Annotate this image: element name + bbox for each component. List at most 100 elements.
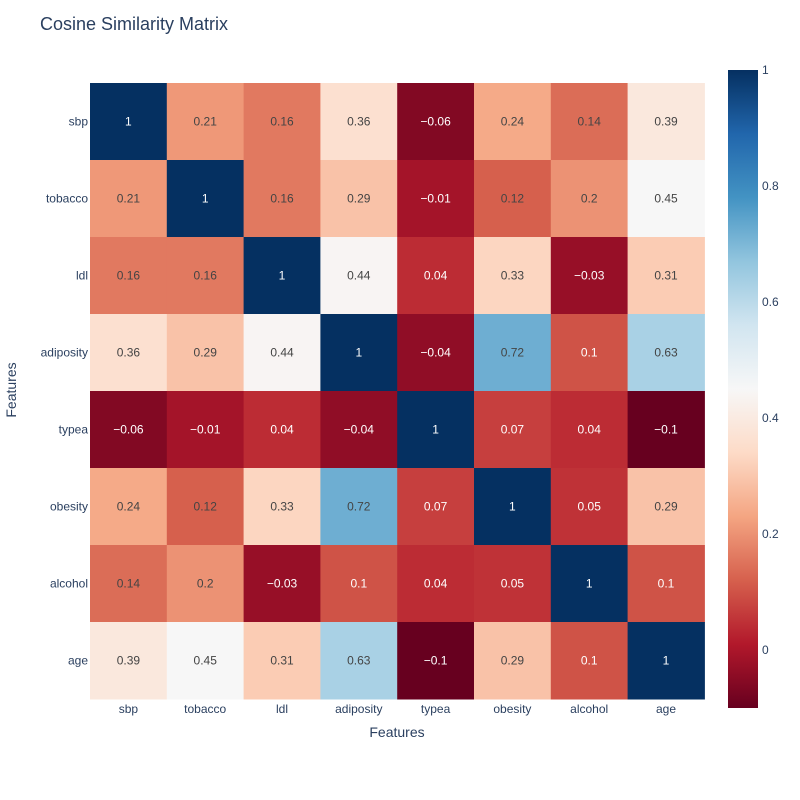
cell-value-label: 0.72 [501, 346, 525, 360]
x-tick-label: tobacco [184, 702, 226, 716]
cell-value-label: 0.04 [578, 423, 602, 437]
heatmap-cell [320, 622, 398, 700]
heatmap-cell [243, 237, 321, 315]
heatmap-cell [397, 622, 475, 700]
cell-value-label: 0.04 [424, 269, 448, 283]
heatmap-cell [397, 314, 475, 392]
heatmap-cell [243, 83, 321, 161]
heatmap-cell [166, 160, 245, 238]
cell-value-label: 0.12 [194, 500, 218, 514]
colorbar-tick-label: 0.8 [762, 179, 779, 193]
heatmap-cell [90, 314, 168, 392]
heatmap-cell [627, 545, 705, 623]
cell-value-label: −0.04 [420, 346, 451, 360]
heatmap-cell [397, 468, 475, 546]
heatmap-cell [166, 237, 245, 315]
cell-value-label: 0.29 [347, 192, 371, 206]
x-tick-label: alcohol [570, 702, 608, 716]
cell-value-label: 1 [202, 192, 209, 206]
cell-value-label: 0.24 [501, 115, 525, 129]
cell-value-label: 0.63 [347, 654, 371, 668]
heatmap-cell [627, 314, 705, 392]
heatmap-cell [550, 160, 629, 238]
y-tick-label: alcohol [50, 577, 88, 591]
y-axis-title: Features [3, 362, 19, 417]
cell-value-label: 0.05 [501, 577, 525, 591]
heatmap-cell [550, 314, 629, 392]
heatmap-cell [550, 468, 629, 546]
heatmap-cells: 1 0.21 0.16 0.36 −0.06 0.24 0.14 0.390.21 1 0.16 0… [90, 83, 705, 700]
heatmap-cell [320, 83, 398, 161]
heatmap-cell [474, 545, 552, 623]
heatmap-cell [474, 391, 552, 469]
heatmap-cell [397, 237, 475, 315]
cell-value-label: 0.14 [117, 577, 141, 591]
cell-value-label: 0.63 [654, 346, 678, 360]
cell-value-label: 0.14 [578, 115, 602, 129]
heatmap-cell [320, 545, 398, 623]
heatmap-cell [166, 545, 245, 623]
cell-value-label: 0.72 [347, 500, 371, 514]
heatmap-cell [474, 468, 552, 546]
cell-value-label: 0.16 [270, 115, 294, 129]
cell-value-label: 0.16 [270, 192, 294, 206]
heatmap-cell [627, 160, 705, 238]
cell-value-label: 1 [125, 115, 132, 129]
cell-value-label: 1 [432, 423, 439, 437]
cell-value-label: 0.36 [347, 115, 371, 129]
heatmap-cell [90, 468, 168, 546]
heatmap-cell [90, 391, 168, 469]
x-axis-title: Features [369, 724, 424, 740]
heatmap-cell [474, 83, 552, 161]
cell-value-label: −0.06 [420, 115, 451, 129]
cell-value-label: −0.03 [267, 577, 298, 591]
heatmap-cell [166, 622, 245, 700]
cell-value-label: 0.12 [501, 192, 525, 206]
heatmap-cell [550, 83, 629, 161]
cell-value-label: 0.05 [578, 500, 602, 514]
heatmap-cell [243, 391, 321, 469]
heatmap-cell [243, 545, 321, 623]
heatmap-cell [627, 468, 705, 546]
cell-value-label: 0.45 [194, 654, 218, 668]
y-tick-label: obesity [50, 500, 88, 514]
heatmap-cell [320, 468, 398, 546]
colorbar-tick-label: 1 [762, 63, 769, 77]
colorbar-tick-label: 0.4 [762, 411, 779, 425]
heatmap-cell [243, 468, 321, 546]
heatmap-cell [627, 391, 705, 469]
cell-value-label: 1 [586, 577, 593, 591]
cell-value-label: 1 [355, 346, 362, 360]
cell-value-label: 0.24 [117, 500, 141, 514]
cell-value-label: 0.1 [581, 346, 598, 360]
heatmap-cell [397, 391, 475, 469]
y-tick-label: typea [59, 423, 89, 437]
heatmap-cell [320, 391, 398, 469]
cell-value-label: 0.33 [501, 269, 525, 283]
cell-value-label: 1 [509, 500, 516, 514]
cell-value-label: 0.07 [501, 423, 525, 437]
heatmap-cell [474, 160, 552, 238]
heatmap-cell [166, 391, 245, 469]
cell-value-label: 0.44 [270, 346, 294, 360]
cell-value-label: −0.01 [190, 423, 221, 437]
heatmap-cell [550, 545, 629, 623]
heatmap-cell [243, 622, 321, 700]
heatmap-cell [397, 545, 475, 623]
cell-value-label: −0.06 [113, 423, 144, 437]
cell-value-label: 0.36 [117, 346, 141, 360]
heatmap-cell [243, 314, 321, 392]
cell-value-label: 0.39 [117, 654, 141, 668]
heatmap-cell [550, 237, 629, 315]
cell-value-label: 0.04 [424, 577, 448, 591]
heatmap-cell [627, 622, 705, 700]
heatmap-cell [474, 237, 552, 315]
cell-value-label: 0.33 [270, 500, 294, 514]
heatmap-cell [166, 468, 245, 546]
heatmap-cell [90, 83, 168, 161]
cell-value-label: −0.01 [420, 192, 451, 206]
cell-value-label: 0.1 [658, 577, 675, 591]
heatmap-cell [243, 160, 321, 238]
heatmap-cell [550, 391, 629, 469]
